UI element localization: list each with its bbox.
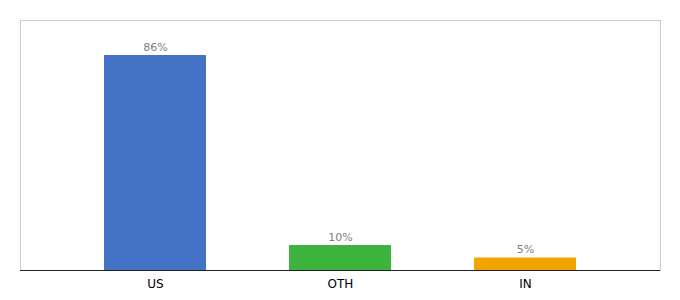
svg-text:OTH: OTH — [328, 277, 354, 291]
svg-text:US: US — [147, 277, 163, 291]
svg-text:10%: 10% — [328, 231, 352, 244]
svg-text:86%: 86% — [143, 41, 167, 54]
svg-text:IN: IN — [519, 277, 532, 291]
svg-text:5%: 5% — [517, 243, 534, 256]
